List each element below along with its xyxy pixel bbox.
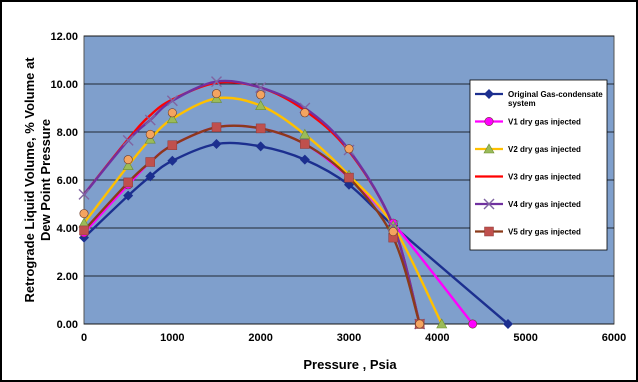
data-point-4 [144,114,156,126]
overlay-point-0 [344,144,354,154]
data-point-4 [255,82,267,94]
data-point-2 [255,99,267,110]
legend-marker [483,143,495,154]
series-line-5 [83,124,421,325]
data-point-0 [299,154,310,165]
legend-marker [484,89,494,99]
x-axis-title: Pressure , Psia [303,357,397,372]
data-point-1 [468,319,478,329]
overlay-point-0 [388,227,398,237]
overlay-point-0 [123,155,133,165]
legend-marker [484,226,494,237]
data-point-4 [211,76,222,88]
data-point-2 [122,159,134,170]
legend-label: V2 dry gas injected [508,145,581,154]
legend-label: system [508,99,536,108]
data-point-5 [123,177,133,188]
overlay-point-0 [79,209,89,219]
x-tick-label: 1000 [160,332,184,344]
legend-label: V4 dry gas injected [508,200,581,209]
data-point-5 [300,139,310,149]
data-point-0 [255,141,266,152]
y-axis-title-line1: Retrograde Liquid Volume, % Volume at [22,57,37,303]
overlay-point-0 [212,89,222,99]
data-point-0 [211,139,222,149]
data-point-5 [145,157,155,167]
legend-label: V1 dry gas injected [508,118,581,127]
data-point-2 [436,318,448,329]
y-tick-label: 0.00 [57,319,78,331]
data-point-0 [503,319,513,329]
data-point-0 [123,190,134,201]
overlay-point-0 [145,129,155,139]
data-point-5 [79,225,89,236]
legend-label: Original Gas-condensate [508,90,603,99]
x-tick-label: 3000 [337,332,361,344]
series-line-2 [83,96,443,325]
series-line-4 [83,79,421,325]
data-point-4 [166,95,178,107]
y-tick-label: 8.00 [57,127,78,139]
overlay-point-0 [300,108,310,118]
data-point-0 [167,155,178,166]
legend-label: V3 dry gas injected [508,173,581,182]
x-tick-label: 0 [81,332,87,344]
data-point-5 [167,140,178,150]
x-tick-label: 6000 [602,332,626,344]
legend-marker [484,117,494,127]
overlay-point-0 [167,108,177,118]
data-point-4 [78,188,90,200]
y-axis-title-line2: Dew Point Pressure [38,119,53,241]
x-tick-label: 2000 [248,332,272,344]
data-point-4 [122,134,134,146]
data-point-2 [166,113,178,124]
y-tick-label: 2.00 [57,271,78,283]
data-point-5 [344,172,354,183]
data-point-0 [145,171,156,182]
overlay-point-0 [256,90,266,100]
legend-label: V5 dry gas injected [508,228,581,237]
overlay-point-0 [415,319,425,329]
y-tick-label: 6.00 [57,175,78,187]
legend-box [469,79,608,251]
data-point-5 [211,122,222,132]
y-tick-label: 4.00 [57,223,78,235]
legend-marker [483,198,495,210]
x-tick-label: 4000 [425,332,449,344]
data-point-5 [255,123,266,134]
x-tick-label: 5000 [513,332,537,344]
y-tick-label: 12.00 [50,31,78,43]
y-tick-label: 10.00 [50,79,78,91]
data-point-2 [299,128,311,139]
